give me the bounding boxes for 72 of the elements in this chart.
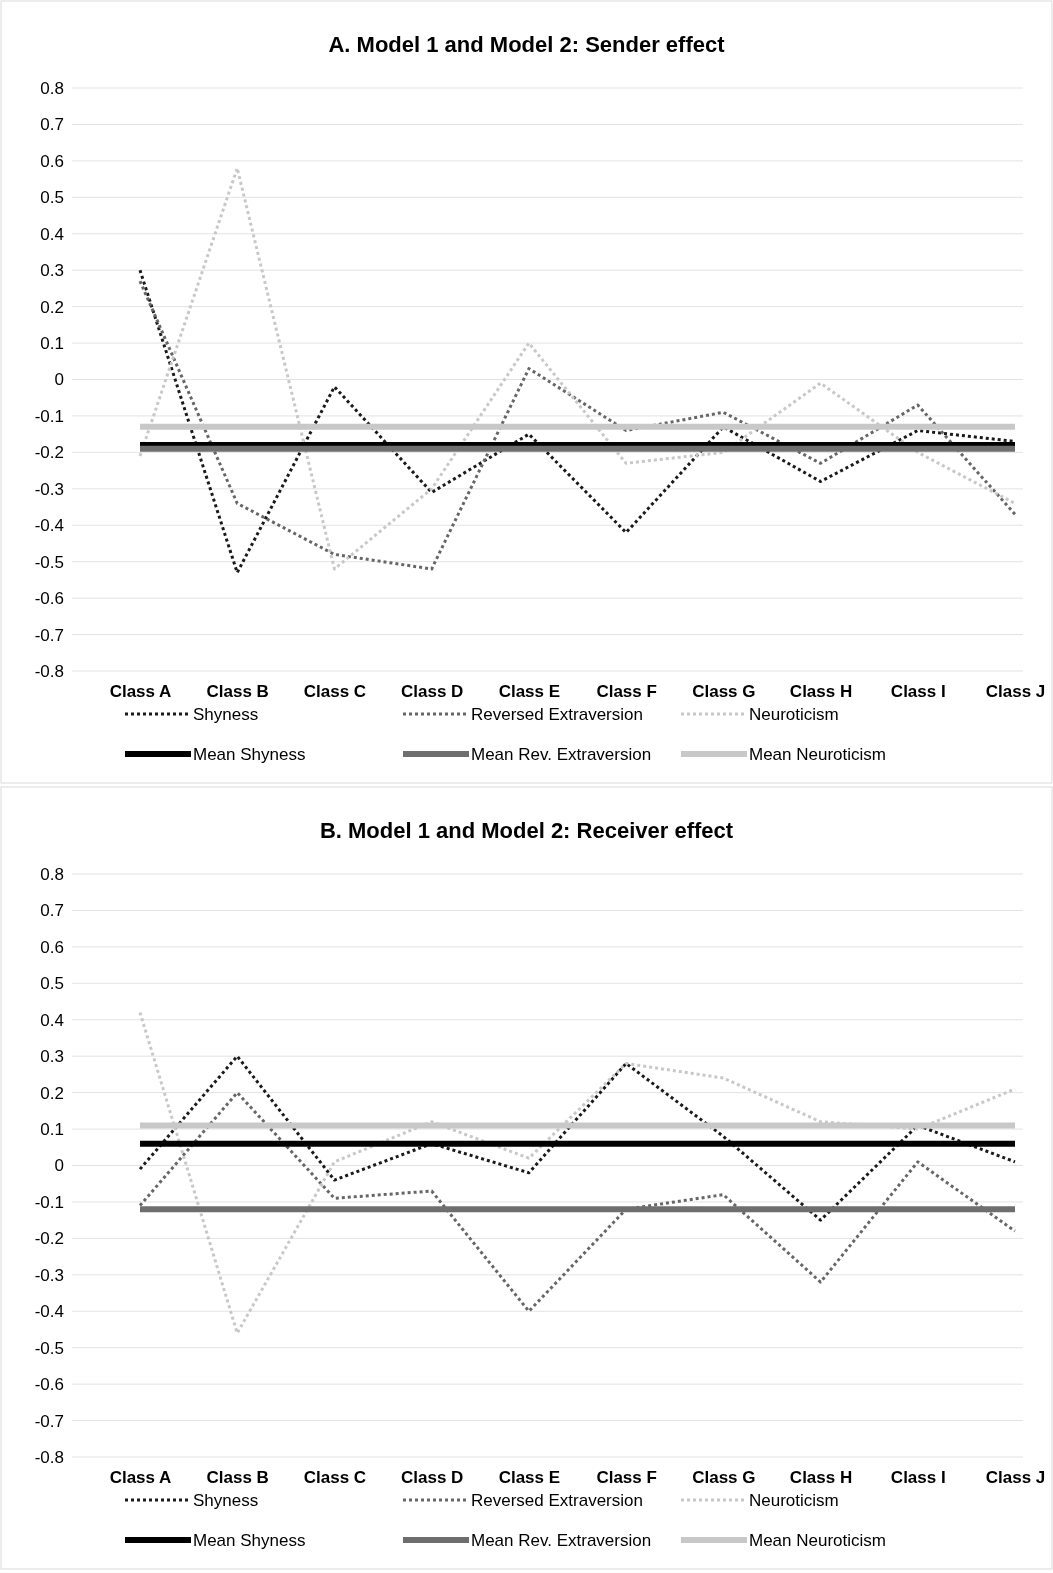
y-tick-label: -0.8 bbox=[34, 661, 64, 681]
y-tick-label: 0 bbox=[54, 370, 64, 390]
y-tick-label: -0.1 bbox=[34, 406, 64, 426]
legend-label: Shyness bbox=[193, 1491, 259, 1510]
y-tick-label: -0.8 bbox=[34, 1447, 64, 1467]
x-tick-label: Class C bbox=[303, 1468, 367, 1488]
legend-label: Reversed Extraversion bbox=[471, 1491, 643, 1510]
x-tick-label: Class A bbox=[109, 1468, 172, 1488]
y-tick-label: 0.8 bbox=[40, 864, 64, 884]
y-tick-label: 0.8 bbox=[40, 78, 64, 98]
y-tick-label: 0.4 bbox=[40, 1010, 64, 1030]
legend-label: Mean Neuroticism bbox=[749, 1531, 886, 1550]
y-tick-label: 0.2 bbox=[40, 1083, 64, 1103]
x-tick-label: Class F bbox=[596, 1468, 657, 1488]
legend-label: Mean Neuroticism bbox=[749, 745, 886, 764]
chart-title: A. Model 1 and Model 2: Sender effect bbox=[328, 32, 726, 57]
legend-label: Mean Shyness bbox=[193, 745, 306, 764]
legend-label: Reversed Extraversion bbox=[471, 705, 643, 724]
y-tick-label: -0.7 bbox=[34, 1411, 64, 1431]
x-tick-label: Class G bbox=[692, 1468, 756, 1488]
y-tick-label: 0.1 bbox=[40, 334, 64, 353]
x-tick-label: Class D bbox=[400, 1468, 464, 1488]
y-tick-label: -0.5 bbox=[34, 1338, 64, 1358]
line-series bbox=[138, 1091, 1017, 1313]
x-tick-label: Class J bbox=[985, 1468, 1046, 1488]
legend-label: Mean Rev. Extraversion bbox=[471, 745, 652, 764]
y-tick-label: 0.3 bbox=[40, 1047, 64, 1067]
line-series bbox=[138, 166, 1017, 571]
legend-label: Mean Shyness bbox=[193, 1531, 306, 1550]
y-tick-label: 0.6 bbox=[40, 937, 64, 957]
x-tick-label: Class J bbox=[985, 682, 1046, 702]
x-tick-label: Class H bbox=[789, 682, 853, 702]
y-tick-label: -0.2 bbox=[34, 443, 64, 463]
y-tick-label: -0.4 bbox=[34, 1302, 64, 1322]
legend-label: Neuroticism bbox=[749, 1491, 839, 1510]
y-tick-label: 0.4 bbox=[40, 224, 64, 244]
y-tick-label: 0.3 bbox=[40, 261, 64, 281]
y-tick-label: -0.5 bbox=[34, 552, 64, 572]
x-tick-label: Class G bbox=[692, 682, 756, 702]
y-tick-label: -0.7 bbox=[34, 625, 64, 645]
y-tick-label: 0.2 bbox=[40, 297, 64, 317]
y-tick-label: 0.7 bbox=[40, 115, 64, 135]
line-series bbox=[138, 1010, 1017, 1335]
x-tick-label: Class I bbox=[890, 682, 946, 702]
legend-label: Neuroticism bbox=[749, 705, 839, 724]
x-tick-label: Class H bbox=[789, 1468, 853, 1488]
x-tick-label: Class A bbox=[109, 682, 172, 702]
x-tick-label: Class F bbox=[596, 682, 657, 702]
y-tick-label: -0.6 bbox=[34, 589, 64, 609]
y-tick-label: 0.6 bbox=[40, 151, 64, 171]
legend-label: Shyness bbox=[193, 705, 259, 724]
x-tick-label: Class B bbox=[206, 1468, 269, 1488]
y-tick-label: -0.3 bbox=[34, 1265, 64, 1285]
x-tick-label: Class E bbox=[498, 682, 561, 702]
x-tick-label: Class C bbox=[303, 682, 367, 702]
y-tick-label: 0.1 bbox=[40, 1120, 64, 1139]
y-tick-label: -0.6 bbox=[34, 1375, 64, 1395]
chart-title: B. Model 1 and Model 2: Receiver effect bbox=[319, 818, 734, 843]
line-series bbox=[138, 1054, 1017, 1222]
y-tick-label: -0.4 bbox=[34, 516, 64, 536]
y-tick-label: -0.2 bbox=[34, 1229, 64, 1249]
legend-label: Mean Rev. Extraversion bbox=[471, 1531, 652, 1550]
y-tick-label: 0.7 bbox=[40, 901, 64, 921]
x-tick-label: Class B bbox=[206, 682, 269, 702]
x-tick-label: Class D bbox=[400, 682, 464, 702]
y-tick-label: 0.5 bbox=[40, 188, 64, 208]
y-tick-label: 0.5 bbox=[40, 974, 64, 994]
y-tick-label: -0.3 bbox=[34, 479, 64, 499]
y-tick-label: -0.1 bbox=[34, 1192, 64, 1212]
x-tick-label: Class E bbox=[498, 1468, 561, 1488]
x-tick-label: Class I bbox=[890, 1468, 946, 1488]
y-tick-label: 0 bbox=[54, 1156, 64, 1176]
